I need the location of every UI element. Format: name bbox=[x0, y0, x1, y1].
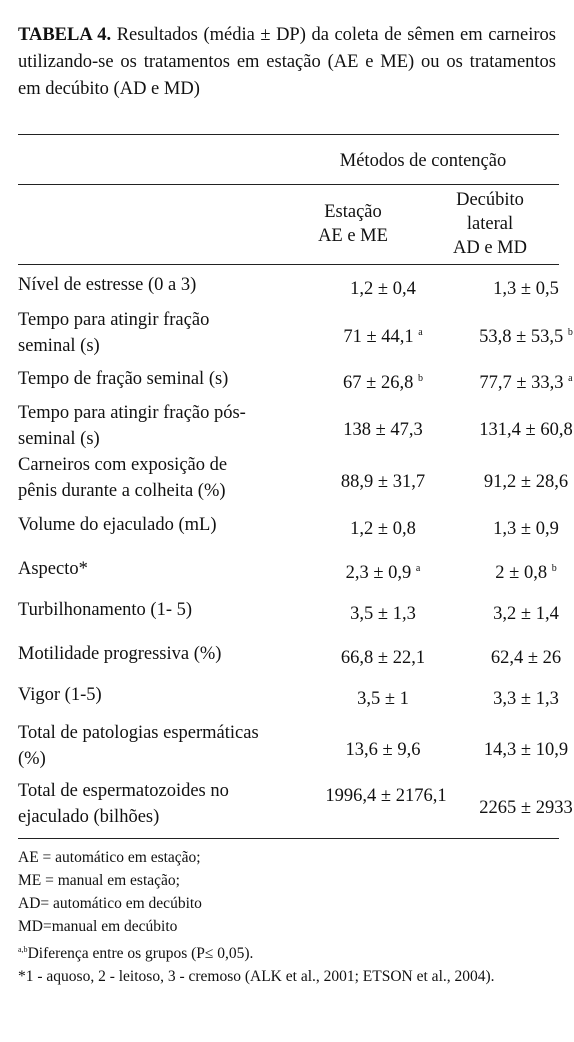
value-decubito: 62,4 ± 26 bbox=[490, 648, 562, 668]
row-label: Tempo de fração seminal (s) bbox=[18, 369, 229, 389]
column-header-decubito-line1: Decúbito bbox=[456, 190, 524, 210]
value-decubito: 77,7 ± 33,3 a bbox=[479, 373, 573, 393]
value-estacao: 1996,4 ± 2176,1 bbox=[325, 786, 447, 806]
group-header-rule bbox=[18, 184, 559, 185]
value-decubito: 2 ± 0,8 b bbox=[495, 563, 557, 583]
column-header-decubito-line2: lateral bbox=[466, 214, 514, 234]
footnote-difference: a,bDiferença entre os grupos (P≤ 0,05). bbox=[18, 945, 254, 962]
value-estacao: 1,2 ± 0,4 bbox=[350, 279, 416, 299]
footnote-ae: AE = automático em estação; bbox=[18, 849, 201, 866]
value-estacao: 3,5 ± 1 bbox=[357, 689, 409, 709]
row-label: Carneiros com exposição de pênis durante… bbox=[18, 455, 228, 501]
value-estacao: 66,8 ± 22,1 bbox=[340, 648, 426, 668]
table-footnotes: AE = automático em estação; ME = manual … bbox=[18, 846, 558, 988]
row-label: Vigor (1-5) bbox=[18, 685, 102, 705]
value-decubito: 53,8 ± 53,5 b bbox=[479, 327, 573, 347]
row-label: Total de patologias espermáticas (%) bbox=[18, 723, 259, 769]
header-bottom-rule bbox=[18, 264, 559, 265]
value-estacao: 3,5 ± 1,3 bbox=[350, 604, 416, 624]
table-top-rule bbox=[18, 134, 559, 135]
column-header-decubito-line3: AD e MD bbox=[453, 238, 527, 258]
column-header-estacao-line1: Estação bbox=[324, 202, 382, 222]
value-estacao: 67 ± 26,8 b bbox=[343, 373, 423, 393]
row-label: Total de espermatozoides no ejaculado (b… bbox=[18, 781, 229, 827]
row-label: Tempo para atingir fração pós-seminal (s… bbox=[18, 403, 246, 449]
value-estacao: 2,3 ± 0,9 a bbox=[345, 563, 421, 583]
table-caption: TABELA 4. Resultados (média ± DP) da col… bbox=[18, 22, 556, 103]
value-estacao: 1,2 ± 0,8 bbox=[350, 519, 416, 539]
table-caption-label: TABELA 4. bbox=[18, 25, 112, 45]
column-header-estacao-line2: AE e ME bbox=[318, 226, 388, 246]
row-label: Motilidade progressiva (%) bbox=[18, 644, 222, 664]
value-estacao: 13,6 ± 9,6 bbox=[345, 740, 421, 760]
row-label: Aspecto* bbox=[18, 559, 88, 579]
value-decubito: 2265 ± 2933 bbox=[479, 798, 573, 818]
value-estacao: 71 ± 44,1 a bbox=[343, 327, 423, 347]
column-header-estacao: Estação AE e ME bbox=[303, 188, 403, 248]
value-decubito: 3,3 ± 1,3 bbox=[493, 689, 559, 709]
value-decubito: 131,4 ± 60,8 bbox=[479, 420, 573, 440]
value-estacao: 138 ± 47,3 bbox=[343, 420, 423, 440]
footnote-me: ME = manual em estação; bbox=[18, 872, 180, 889]
value-decubito: 1,3 ± 0,5 bbox=[493, 279, 559, 299]
value-estacao: 88,9 ± 31,7 bbox=[340, 472, 426, 492]
value-decubito: 14,3 ± 10,9 bbox=[483, 740, 569, 760]
footnote-ad: AD= automático em decúbito bbox=[18, 895, 202, 912]
row-label: Turbilhonamento (1- 5) bbox=[18, 600, 193, 620]
row-label: Tempo para atingir fração seminal (s) bbox=[18, 310, 210, 356]
row-label: Volume do ejaculado (mL) bbox=[18, 515, 217, 535]
value-decubito: 91,2 ± 28,6 bbox=[483, 472, 569, 492]
footnote-aspect: *1 - aquoso, 2 - leitoso, 3 - cremoso (A… bbox=[18, 968, 495, 985]
row-label: Nível de estresse (0 a 3) bbox=[18, 275, 197, 295]
value-decubito: 1,3 ± 0,9 bbox=[493, 519, 559, 539]
table-caption-text: Resultados (média ± DP) da coleta de sêm… bbox=[18, 25, 556, 99]
group-header: Métodos de contenção bbox=[339, 151, 507, 171]
column-header-decubito: Decúbito lateral AD e MD bbox=[440, 188, 540, 260]
footnote-md: MD=manual em decúbito bbox=[18, 918, 178, 935]
table-bottom-rule bbox=[18, 838, 559, 839]
value-decubito: 3,2 ± 1,4 bbox=[493, 604, 559, 624]
